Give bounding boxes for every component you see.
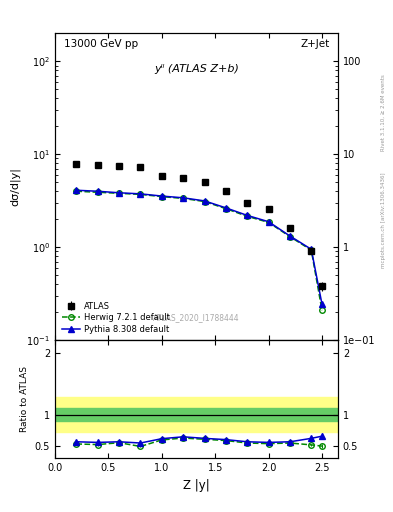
Pythia 8.308 default	[117, 190, 121, 196]
Text: 13000 GeV pp: 13000 GeV pp	[64, 39, 138, 50]
Pythia 8.308 default	[181, 195, 185, 201]
Herwig 7.2.1 default	[181, 196, 185, 202]
Y-axis label: dσ/d|y|: dσ/d|y|	[10, 167, 21, 206]
Legend: ATLAS, Herwig 7.2.1 default, Pythia 8.308 default: ATLAS, Herwig 7.2.1 default, Pythia 8.30…	[58, 298, 173, 337]
Line: Herwig 7.2.1 default: Herwig 7.2.1 default	[73, 188, 325, 313]
Herwig 7.2.1 default	[160, 194, 164, 200]
Text: mcplots.cern.ch [arXiv:1306.3436]: mcplots.cern.ch [arXiv:1306.3436]	[381, 173, 386, 268]
Pythia 8.308 default	[266, 219, 271, 225]
Herwig 7.2.1 default	[245, 213, 250, 219]
Text: ATLAS_2020_I1788444: ATLAS_2020_I1788444	[153, 313, 240, 322]
Herwig 7.2.1 default	[309, 247, 314, 253]
Pythia 8.308 default	[320, 301, 324, 307]
Y-axis label: Ratio to ATLAS: Ratio to ATLAS	[20, 366, 29, 432]
Pythia 8.308 default	[74, 187, 79, 194]
Pythia 8.308 default	[245, 212, 250, 219]
Line: Pythia 8.308 default: Pythia 8.308 default	[73, 187, 325, 307]
Herwig 7.2.1 default	[138, 191, 143, 198]
Herwig 7.2.1 default	[288, 233, 292, 240]
Herwig 7.2.1 default	[95, 189, 100, 196]
Herwig 7.2.1 default	[202, 199, 207, 205]
Pythia 8.308 default	[288, 233, 292, 239]
Herwig 7.2.1 default	[320, 307, 324, 313]
X-axis label: Z |y|: Z |y|	[183, 479, 210, 492]
Pythia 8.308 default	[160, 193, 164, 199]
Text: yˡˡ (ATLAS Z+b): yˡˡ (ATLAS Z+b)	[154, 64, 239, 74]
Text: Z+Jet: Z+Jet	[300, 39, 329, 50]
Pythia 8.308 default	[309, 246, 314, 252]
Pythia 8.308 default	[95, 188, 100, 195]
Herwig 7.2.1 default	[117, 190, 121, 197]
Text: Rivet 3.1.10, ≥ 2.6M events: Rivet 3.1.10, ≥ 2.6M events	[381, 74, 386, 151]
Herwig 7.2.1 default	[266, 219, 271, 225]
Pythia 8.308 default	[202, 198, 207, 204]
Pythia 8.308 default	[224, 205, 228, 211]
Herwig 7.2.1 default	[224, 205, 228, 211]
Pythia 8.308 default	[138, 191, 143, 197]
Herwig 7.2.1 default	[74, 188, 79, 195]
